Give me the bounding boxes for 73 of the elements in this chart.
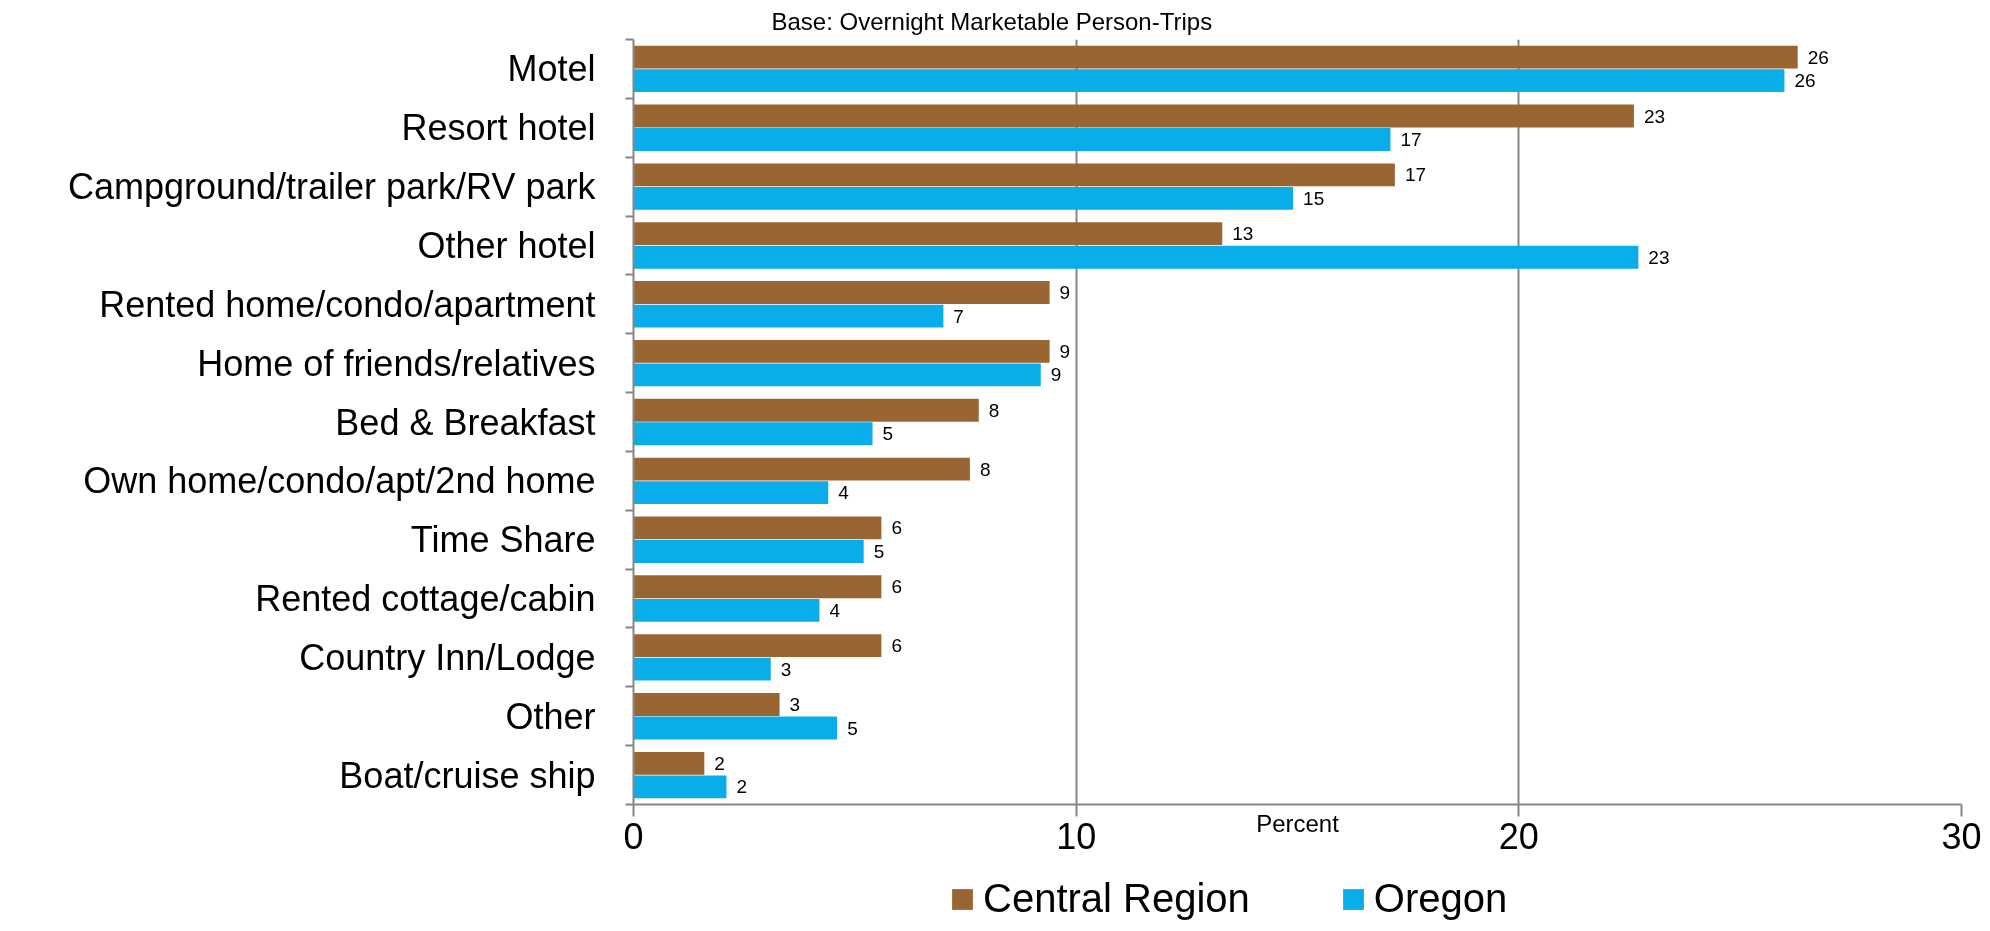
bar bbox=[633, 104, 1634, 128]
y-tick-label: Home of friends/relatives bbox=[197, 342, 596, 384]
y-tick-label: Boat/cruise ship bbox=[339, 754, 596, 796]
data-label: 9 bbox=[1050, 364, 1062, 386]
bar bbox=[633, 245, 1639, 269]
y-tick-label: Other hotel bbox=[417, 224, 596, 266]
data-label: 26 bbox=[1794, 70, 1816, 92]
y-tick-label: Own home/condo/apt/2nd home bbox=[83, 460, 596, 502]
y-tick-label: Bed & Breakfast bbox=[335, 401, 596, 443]
chart-title: Base: Overnight Marketable Person-Trips bbox=[771, 7, 1213, 35]
x-tick-label: 10 bbox=[1056, 815, 1097, 857]
bar bbox=[633, 69, 1785, 93]
y-tick-label: Rented cottage/cabin bbox=[255, 578, 596, 620]
data-label: 23 bbox=[1643, 105, 1666, 127]
data-label: 8 bbox=[979, 458, 991, 480]
x-tick-label: 20 bbox=[1498, 815, 1539, 857]
bar bbox=[633, 751, 705, 775]
bar bbox=[633, 363, 1041, 387]
bar bbox=[633, 398, 979, 422]
legend-label: Oregon bbox=[1373, 876, 1508, 921]
y-tick-label: Campground/trailer park/RV park bbox=[67, 166, 597, 208]
data-label: 5 bbox=[847, 717, 858, 739]
bar bbox=[633, 339, 1050, 363]
y-tick-label: Motel bbox=[507, 48, 596, 90]
bar bbox=[633, 457, 970, 481]
data-label: 9 bbox=[1059, 282, 1071, 304]
bar bbox=[633, 540, 864, 563]
x-tick-label: 0 bbox=[623, 815, 644, 857]
data-label: 17 bbox=[1404, 164, 1427, 186]
bar bbox=[633, 693, 780, 716]
y-tick-label: Rented home/condo/apartment bbox=[99, 283, 596, 325]
data-label: 23 bbox=[1648, 246, 1670, 268]
y-tick-label: Time Share bbox=[410, 519, 596, 561]
data-label: 5 bbox=[873, 540, 885, 562]
bar bbox=[633, 516, 882, 540]
y-tick-label: Other bbox=[505, 695, 596, 737]
bar bbox=[633, 657, 771, 681]
data-label: 3 bbox=[780, 658, 792, 680]
x-tick-label: 30 bbox=[1941, 815, 1982, 857]
data-label: 4 bbox=[838, 482, 850, 504]
bar bbox=[633, 598, 820, 622]
data-label: 8 bbox=[988, 399, 1000, 421]
bar bbox=[633, 775, 727, 799]
data-label: 6 bbox=[891, 635, 902, 657]
x-axis-title: Percent bbox=[1256, 809, 1340, 837]
data-label: 5 bbox=[882, 423, 894, 445]
bar bbox=[633, 163, 1395, 187]
data-label: 3 bbox=[789, 693, 801, 715]
bar bbox=[633, 575, 882, 599]
data-label: 9 bbox=[1059, 340, 1071, 362]
bar bbox=[633, 222, 1223, 246]
bar bbox=[633, 716, 838, 740]
data-label: 7 bbox=[953, 305, 964, 327]
legend-label: Central Region bbox=[983, 876, 1250, 921]
data-label: 15 bbox=[1303, 187, 1325, 209]
bar bbox=[633, 45, 1798, 69]
data-label: 2 bbox=[736, 776, 748, 798]
data-label: 13 bbox=[1232, 223, 1254, 245]
bar bbox=[633, 634, 882, 658]
bar bbox=[633, 481, 829, 505]
data-label: 2 bbox=[714, 752, 725, 774]
bar bbox=[633, 281, 1050, 304]
bar bbox=[633, 186, 1294, 210]
y-tick-label: Country Inn/Lodge bbox=[299, 636, 596, 678]
bar bbox=[633, 128, 1391, 151]
y-tick-label: Resort hotel bbox=[401, 107, 596, 149]
data-label: 6 bbox=[891, 517, 902, 539]
bar bbox=[633, 304, 944, 328]
data-label: 17 bbox=[1400, 129, 1422, 151]
data-label: 4 bbox=[829, 599, 841, 621]
data-label: 6 bbox=[891, 576, 902, 598]
data-label: 26 bbox=[1807, 46, 1829, 68]
bar bbox=[633, 422, 873, 446]
